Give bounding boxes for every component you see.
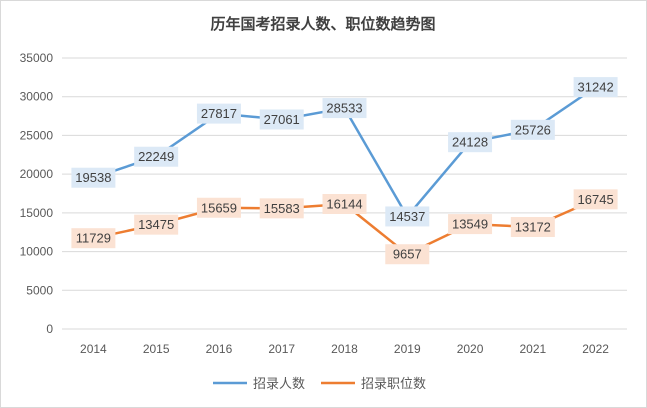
data-label: 22249	[134, 146, 179, 167]
data-label-text: 27061	[264, 112, 300, 127]
data-label-bg	[448, 214, 493, 235]
data-label-text: 14537	[389, 209, 425, 224]
data-label-text: 27817	[201, 106, 237, 121]
data-label: 9657	[385, 244, 430, 265]
data-label-bg	[196, 197, 241, 218]
legend: 招录人数 招录职位数	[213, 377, 426, 392]
data-label-text: 15583	[264, 201, 300, 216]
y-tick-label: 15000	[20, 206, 54, 220]
data-label-bg	[196, 103, 241, 124]
data-label-bg	[448, 132, 493, 153]
data-label-text: 19538	[75, 170, 111, 185]
x-tick-label: 2018	[331, 342, 358, 356]
data-label-text: 9657	[393, 247, 422, 262]
data-label-text: 13172	[515, 220, 551, 235]
legend-item-series-1[interactable]: 招录职位数	[321, 377, 426, 392]
data-label-bg	[259, 198, 304, 219]
data-label: 25726	[510, 119, 555, 140]
data-label-bg	[573, 189, 618, 210]
x-tick-label: 2015	[143, 342, 170, 356]
data-label-bg	[573, 77, 618, 98]
x-tick-label: 2016	[206, 342, 233, 356]
data-label-text: 22249	[138, 149, 174, 164]
data-label-text: 13549	[452, 217, 488, 232]
data-label: 16144	[322, 193, 367, 214]
x-tick-label: 2017	[268, 342, 295, 356]
y-axis-ticks: 0 5000 10000 15000 20000 25000 30000 35000	[20, 51, 54, 336]
data-label: 19538	[71, 167, 116, 188]
x-tick-label: 2019	[394, 342, 421, 356]
data-label: 27817	[196, 103, 241, 124]
data-label-bg	[134, 214, 179, 235]
data-label: 11729	[71, 228, 116, 249]
chart-title: 历年国考招录人数、职位数趋势图	[210, 15, 435, 33]
data-label: 13549	[448, 214, 493, 235]
data-label-text: 31242	[578, 80, 614, 95]
data-label-text: 16745	[578, 192, 614, 207]
data-label-bg	[385, 244, 430, 265]
y-tick-label: 25000	[20, 128, 54, 142]
data-label-text: 15659	[201, 200, 237, 215]
x-tick-label: 2020	[457, 342, 484, 356]
data-label: 15583	[259, 198, 304, 219]
x-tick-label: 2022	[582, 342, 609, 356]
data-label-text: 25726	[515, 122, 551, 137]
data-label: 14537	[385, 206, 430, 227]
data-label-text: 13475	[138, 217, 174, 232]
data-label: 28533	[322, 98, 367, 119]
data-label-bg	[71, 167, 116, 188]
y-tick-label: 35000	[20, 51, 54, 65]
data-label: 13172	[510, 217, 555, 238]
x-tick-label: 2021	[519, 342, 546, 356]
data-label-text: 24128	[452, 135, 488, 150]
data-label-bg	[71, 228, 116, 249]
data-label: 13475	[134, 214, 179, 235]
data-label-text: 16144	[326, 196, 362, 211]
data-label: 31242	[573, 77, 618, 98]
x-tick-label: 2014	[80, 342, 107, 356]
y-tick-label: 20000	[20, 167, 54, 181]
y-tick-label: 0	[46, 322, 53, 336]
legend-label-series-0: 招录人数	[253, 377, 305, 392]
legend-label-series-1: 招录职位数	[361, 377, 426, 392]
data-label-bg	[134, 146, 179, 167]
data-label-text: 11729	[76, 231, 111, 246]
data-label: 15659	[196, 197, 241, 218]
data-label-bg	[259, 109, 304, 130]
x-axis-ticks: 2014 2015 2016 2017 2018 2019 2020 2021 2022	[80, 342, 609, 356]
gridlines	[62, 57, 627, 330]
data-label-bg	[510, 217, 555, 238]
data-label: 24128	[448, 132, 493, 153]
data-label: 16745	[573, 189, 618, 210]
data-label-bg	[322, 193, 367, 214]
data-label: 27061	[259, 109, 304, 130]
y-tick-label: 30000	[20, 90, 54, 104]
data-label-bg	[385, 206, 430, 227]
legend-item-series-0[interactable]: 招录人数	[213, 377, 305, 392]
data-label-bg	[322, 98, 367, 119]
y-tick-label: 10000	[20, 245, 54, 259]
y-tick-label: 5000	[26, 283, 53, 297]
data-labels: 19538 22249 27817 27061 28533 14537 24128 25726…	[71, 77, 618, 265]
data-label-bg	[510, 119, 555, 140]
data-label-text: 28533	[326, 101, 362, 116]
